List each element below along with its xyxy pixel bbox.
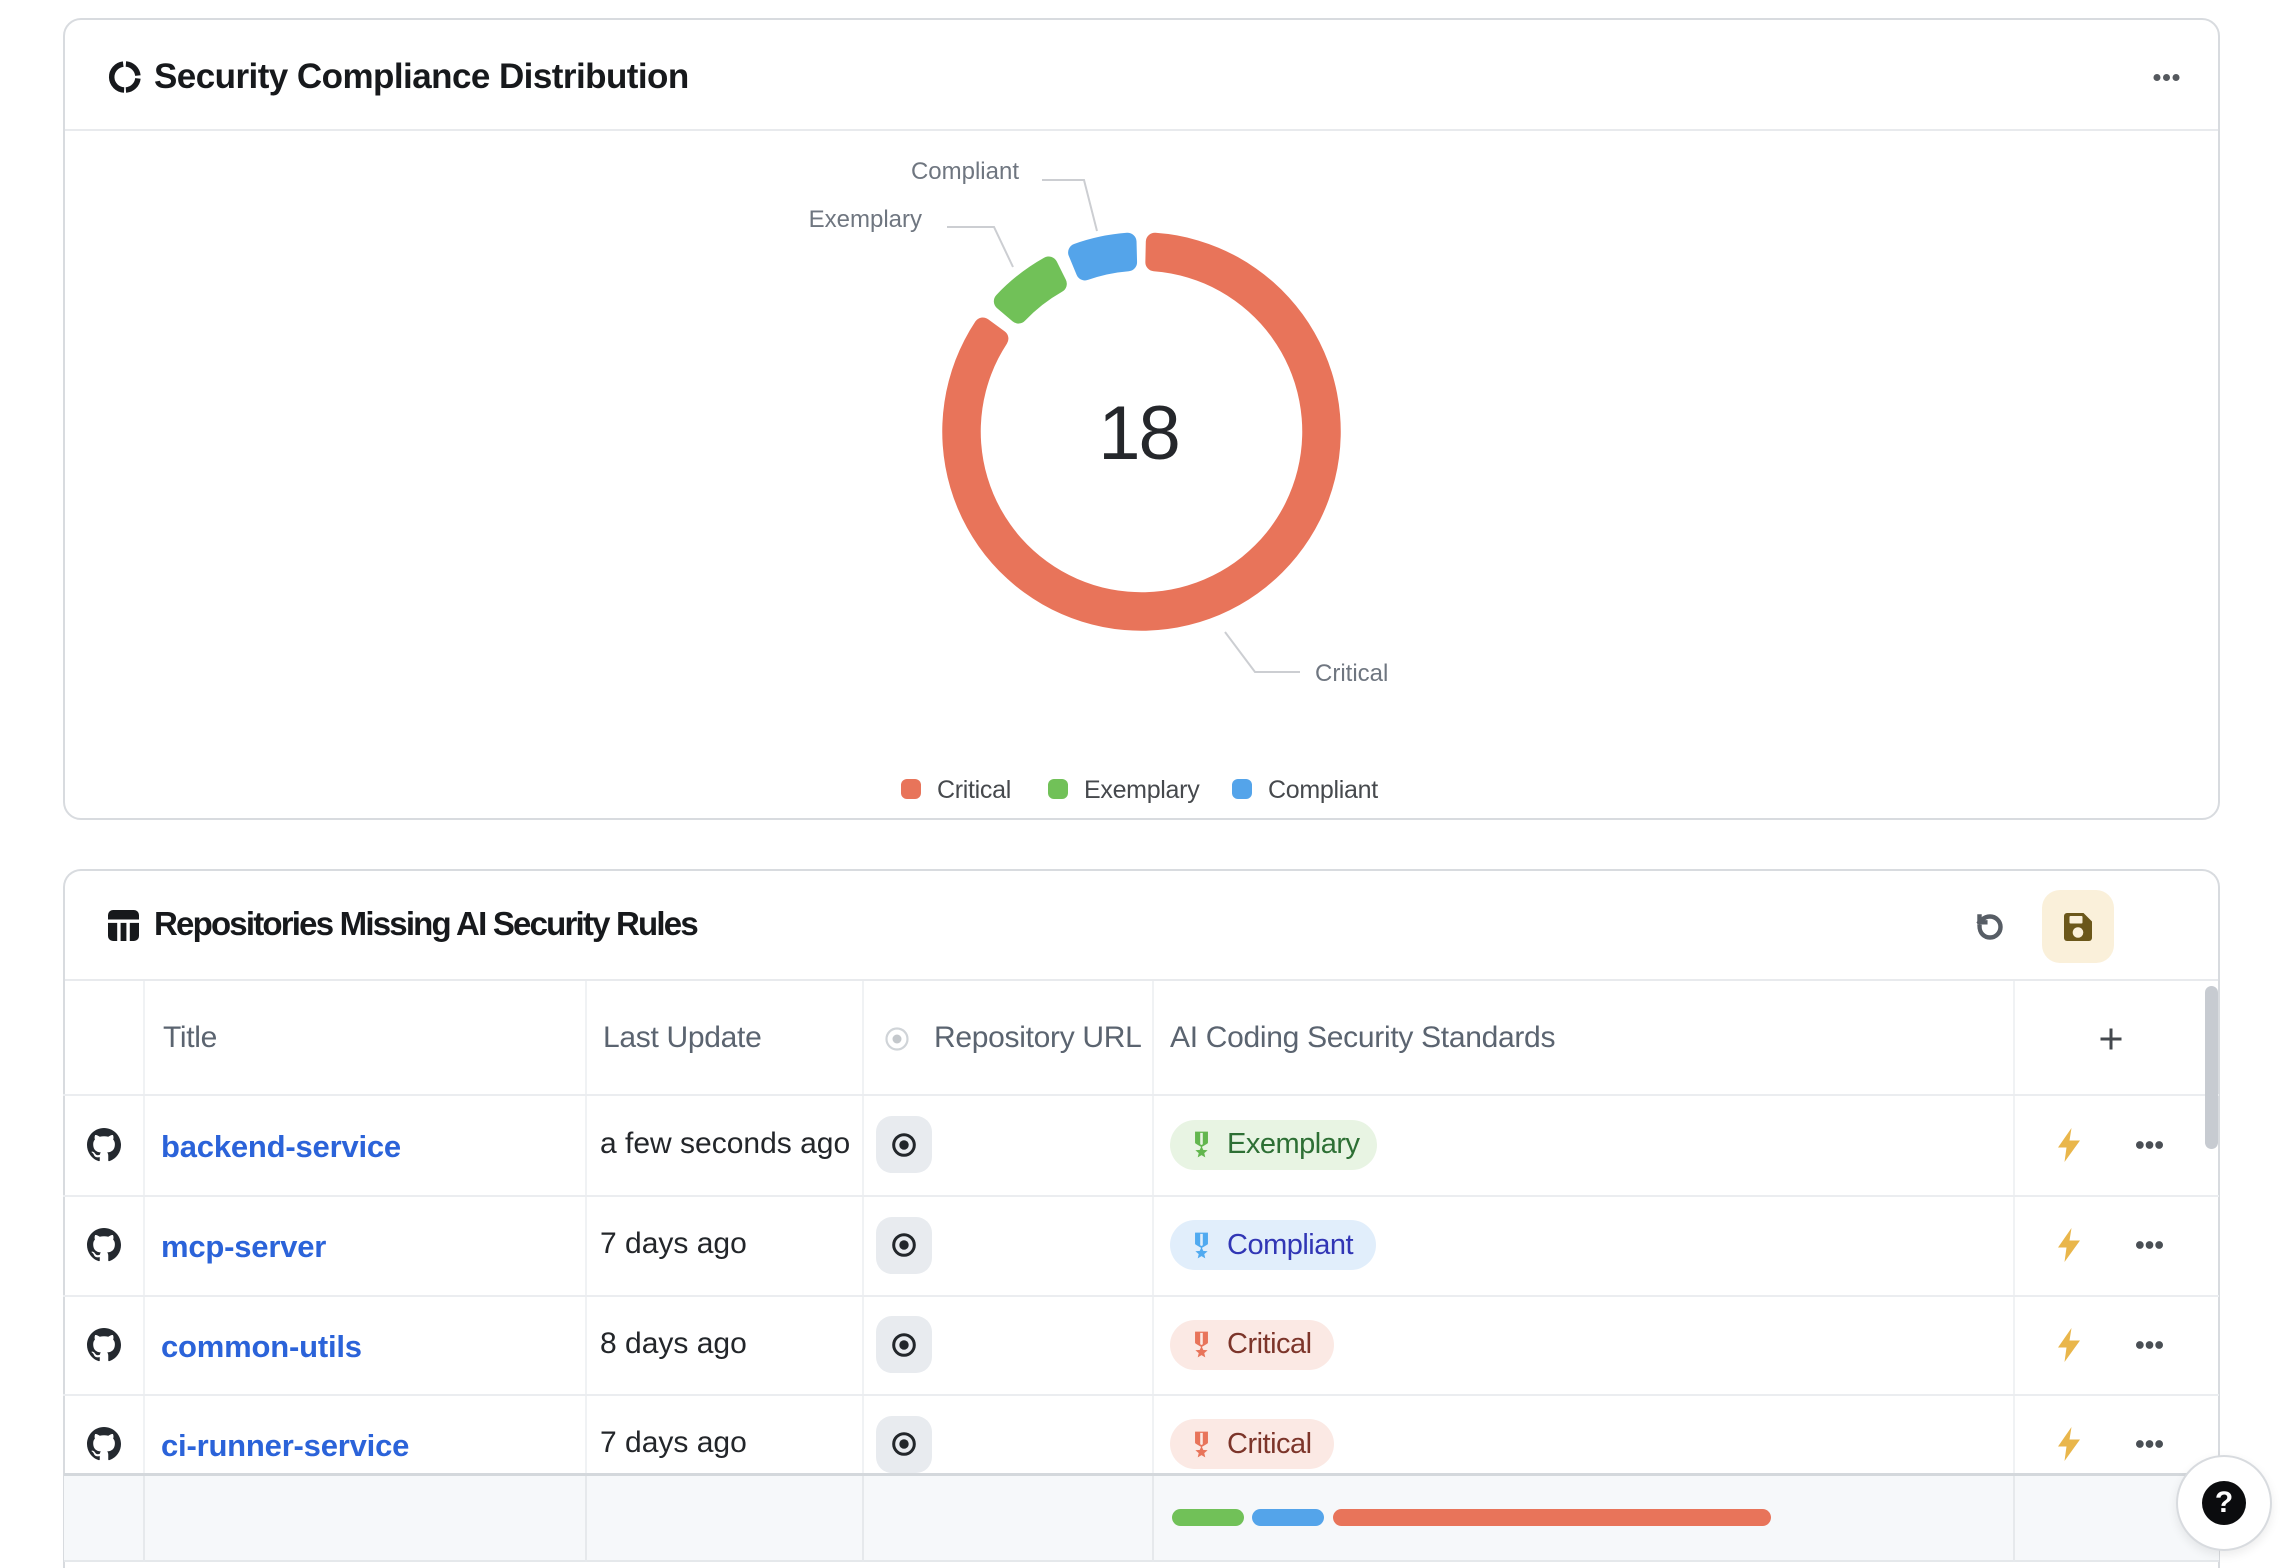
- svg-text:18: 18: [1098, 391, 1179, 476]
- svg-text:Critical: Critical: [1315, 660, 1388, 687]
- svg-text:Compliant: Compliant: [1268, 776, 1378, 804]
- svg-text:Exemplary: Exemplary: [809, 206, 922, 233]
- svg-text:Exemplary: Exemplary: [1084, 776, 1200, 804]
- svg-text:Compliant: Compliant: [911, 158, 1019, 185]
- svg-text:Critical: Critical: [937, 776, 1011, 804]
